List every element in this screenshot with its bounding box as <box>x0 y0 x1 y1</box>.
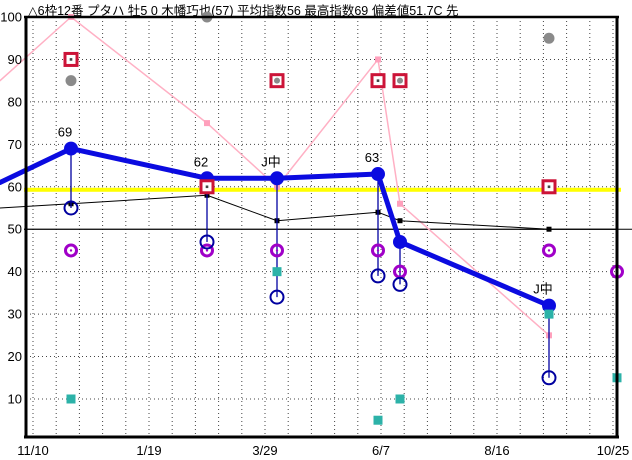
svg-text:30: 30 <box>8 307 22 322</box>
gridlines <box>24 17 617 437</box>
svg-text:10: 10 <box>8 391 22 406</box>
svg-text:6/7: 6/7 <box>372 443 390 458</box>
crimson-square-markers <box>63 51 557 195</box>
navy-circle-markers <box>63 200 557 386</box>
svg-text:8/16: 8/16 <box>484 443 509 458</box>
svg-text:1/19: 1/19 <box>136 443 161 458</box>
svg-text:50: 50 <box>8 222 22 237</box>
svg-text:11/10: 11/10 <box>17 443 49 458</box>
svg-text:3/29: 3/29 <box>252 443 277 458</box>
svg-text:90: 90 <box>8 52 22 67</box>
svg-text:J中: J中 <box>533 282 553 297</box>
purple-circle-markers <box>64 243 624 279</box>
svg-text:63: 63 <box>365 150 379 165</box>
svg-text:69: 69 <box>58 125 72 140</box>
svg-text:80: 80 <box>8 94 22 109</box>
vertical-connectors <box>70 148 550 378</box>
svg-text:62: 62 <box>194 154 208 169</box>
series-main-index <box>0 141 556 313</box>
gray-circle-markers <box>65 11 555 87</box>
axis-labels: 100 90 80 70 60 50 40 30 20 10 11/10 1/19 3/29 6/7 8/1… <box>0 10 629 459</box>
series-black <box>0 192 632 232</box>
plot-border <box>24 15 619 439</box>
svg-text:40: 40 <box>8 264 22 279</box>
svg-text:100: 100 <box>0 10 22 25</box>
svg-text:10/25: 10/25 <box>597 443 630 458</box>
point-labels: 69 62 J中 63 J中 <box>58 125 553 297</box>
svg-text:60: 60 <box>8 179 22 194</box>
svg-text:70: 70 <box>8 137 22 152</box>
chart-title: △6枠12番 プタハ 牡5 0 木幡巧也(57) 平均指数56 最高指数69 偏… <box>28 4 459 18</box>
svg-text:J中: J中 <box>261 154 281 169</box>
svg-text:20: 20 <box>8 349 22 364</box>
yellow-reference-line <box>24 187 621 192</box>
